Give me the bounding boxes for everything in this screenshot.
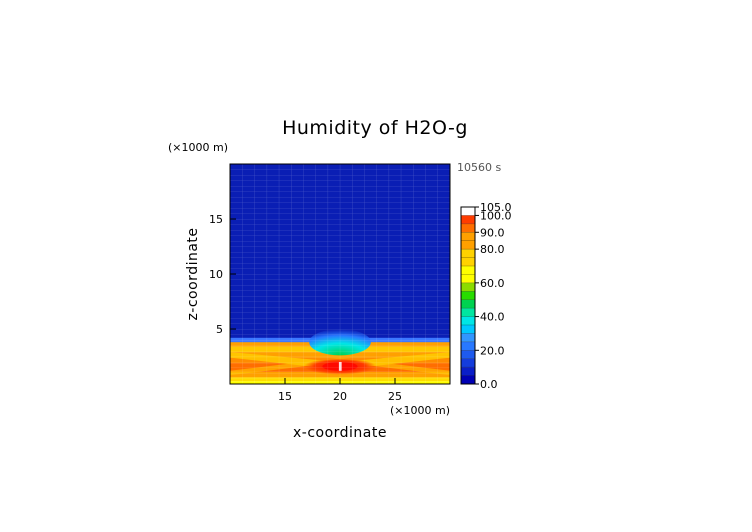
colorbar-tick-label: 60.0 [480,277,505,290]
x-tick-label: 25 [388,390,402,403]
colorbar-segment [461,232,475,250]
colorbar-segment [461,375,475,384]
colorbar-tick-label: 0.0 [480,378,498,391]
colorbar-segment [461,249,475,266]
colorbar-segment [461,358,475,368]
y-unit-label: (×1000 m) [168,141,228,154]
colorbar-segment [461,333,475,342]
colorbar-tick-label: 100.0 [480,209,512,222]
x-tick-label: 15 [278,390,292,403]
colorbar-tick-label: 80.0 [480,243,505,256]
colorbar-segment [461,325,475,334]
colorbar-segment [461,215,475,224]
cell-grid [230,164,450,384]
x-axis-label: x-coordinate [293,425,387,441]
y-axis-ticks: 5 10 15 [209,213,236,336]
chart-title: Humidity of H2O-g [282,117,468,139]
humidity-field [230,164,450,384]
x-axis-ticks: 15 20 25 [278,378,402,403]
y-tick-label: 15 [209,213,223,226]
time-label: 10560 s [457,161,501,174]
colorbar-segment [461,282,475,292]
colorbar-tick-label: 20.0 [480,344,505,357]
x-tick-label: 20 [333,390,347,403]
colorbar-segment [461,266,475,283]
y-tick-label: 10 [209,268,223,281]
colorbar-segment [461,350,475,359]
colorbar-segment [461,341,475,351]
colorbar-segment [461,316,475,325]
colorbar-segment [461,367,475,376]
colorbar-segment [461,223,475,233]
colorbar-segment [461,299,475,309]
y-axis-label: z-coordinate [185,227,201,320]
colorbar-segment [461,291,475,300]
colorbar-segment [461,308,475,317]
colorbar-frame [460,206,476,385]
x-unit-label: (×1000 m) [390,404,450,417]
y-tick-label: 5 [216,323,223,336]
colorbar-tick-label: 90.0 [480,226,505,239]
colorbar-segment [461,207,475,216]
colorbar-tick-label: 40.0 [480,311,505,324]
colorbar-tick-label: 105.0 [480,201,512,214]
